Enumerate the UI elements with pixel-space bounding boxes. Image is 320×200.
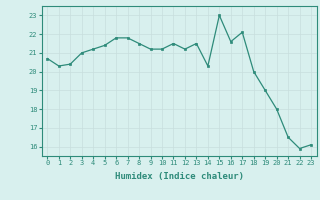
X-axis label: Humidex (Indice chaleur): Humidex (Indice chaleur)	[115, 172, 244, 181]
